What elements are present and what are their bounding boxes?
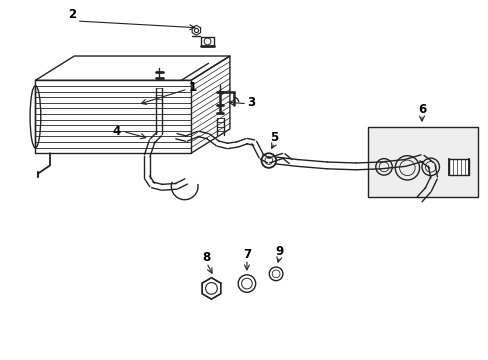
Text: 3: 3	[246, 96, 255, 109]
Text: 8: 8	[202, 251, 210, 264]
Polygon shape	[202, 278, 220, 299]
Bar	[368, 126, 477, 197]
Text: 4: 4	[112, 125, 120, 138]
Text: 6: 6	[417, 103, 425, 116]
Bar	[448, 159, 468, 175]
Text: 1: 1	[188, 81, 196, 94]
Text: 2: 2	[68, 8, 76, 21]
Text: 7: 7	[243, 248, 250, 261]
Text: 5: 5	[270, 131, 278, 144]
Circle shape	[205, 283, 217, 294]
Text: 9: 9	[275, 245, 283, 258]
